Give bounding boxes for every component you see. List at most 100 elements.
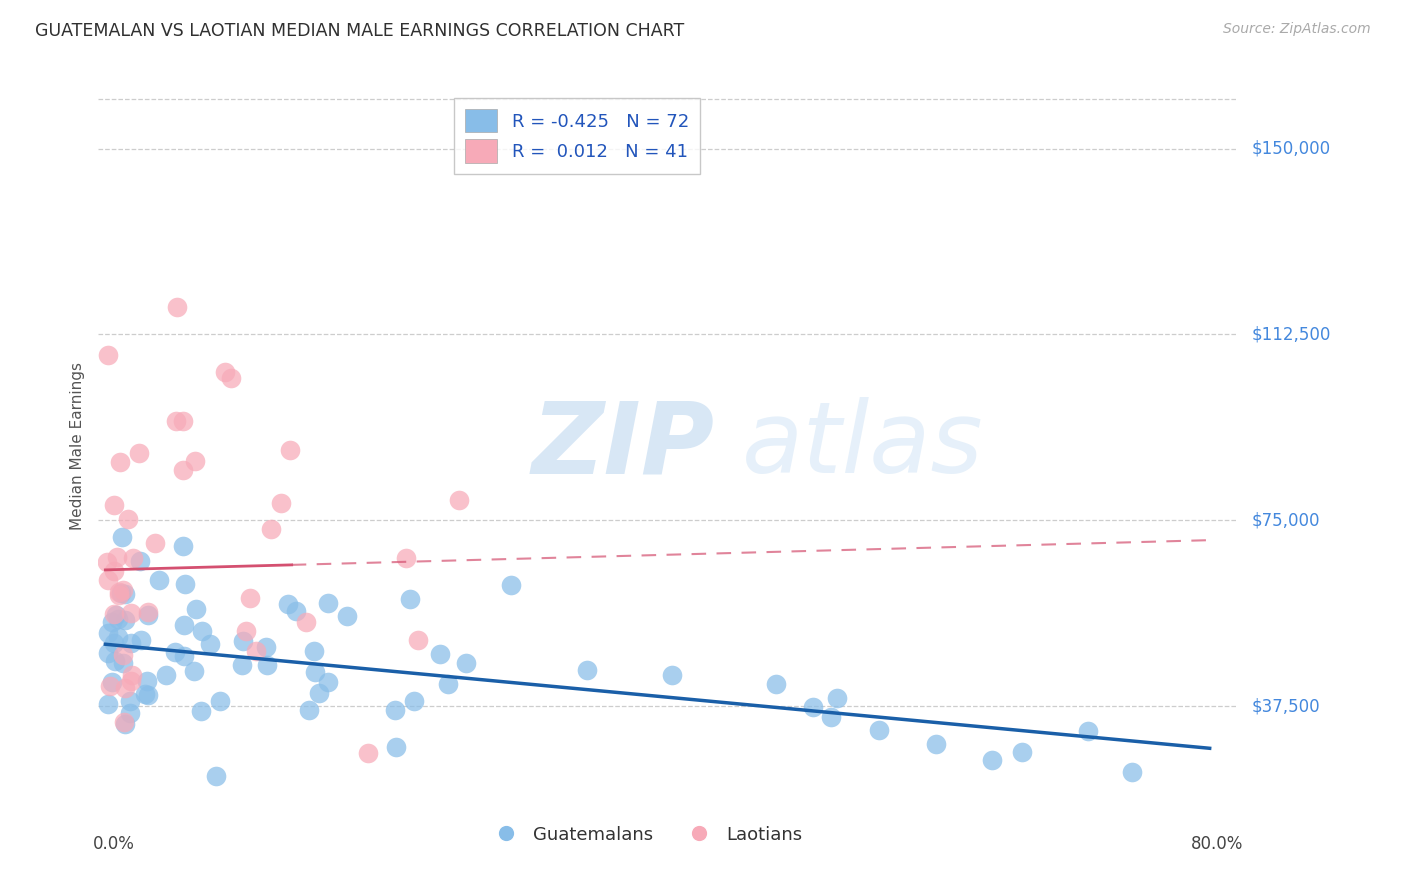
- Point: [117, 512, 139, 526]
- Point: [134, 687, 156, 701]
- Point: [449, 492, 471, 507]
- Point: [103, 607, 125, 622]
- Point: [294, 615, 316, 630]
- Point: [209, 694, 232, 708]
- Point: [97, 573, 120, 587]
- Point: [114, 681, 136, 696]
- Point: [136, 605, 159, 619]
- Point: [105, 607, 128, 622]
- Point: [825, 691, 848, 706]
- Point: [107, 612, 129, 626]
- Point: [121, 667, 143, 681]
- Point: [454, 656, 477, 670]
- Point: [97, 697, 120, 711]
- Point: [122, 551, 145, 566]
- Point: [302, 644, 325, 658]
- Point: [820, 710, 842, 724]
- Point: [148, 574, 170, 588]
- Point: [172, 539, 194, 553]
- Point: [128, 554, 150, 568]
- Text: $150,000: $150,000: [1251, 140, 1330, 158]
- Point: [205, 769, 228, 783]
- Point: [173, 617, 195, 632]
- Point: [1011, 745, 1033, 759]
- Point: [103, 564, 125, 578]
- Point: [112, 656, 135, 670]
- Point: [110, 586, 132, 600]
- Point: [404, 694, 426, 708]
- Point: [128, 445, 150, 459]
- Point: [104, 654, 127, 668]
- Point: [214, 365, 236, 379]
- Point: [1121, 765, 1143, 780]
- Point: [231, 658, 253, 673]
- Point: [277, 597, 299, 611]
- Point: [108, 455, 131, 469]
- Point: [316, 675, 339, 690]
- Point: [270, 496, 292, 510]
- Point: [101, 674, 124, 689]
- Point: [232, 634, 254, 648]
- Point: [336, 609, 359, 624]
- Point: [155, 668, 177, 682]
- Point: [111, 648, 134, 662]
- Point: [112, 582, 135, 597]
- Point: [136, 608, 159, 623]
- Point: [129, 633, 152, 648]
- Text: GUATEMALAN VS LAOTIAN MEDIAN MALE EARNINGS CORRELATION CHART: GUATEMALAN VS LAOTIAN MEDIAN MALE EARNIN…: [35, 22, 685, 40]
- Point: [429, 648, 451, 662]
- Point: [100, 615, 122, 630]
- Text: $112,500: $112,500: [1251, 326, 1330, 343]
- Point: [385, 740, 408, 755]
- Point: [97, 646, 120, 660]
- Point: [103, 636, 125, 650]
- Legend: Guatemalans, Laotians: Guatemalans, Laotians: [481, 819, 808, 851]
- Point: [174, 577, 197, 591]
- Point: [172, 413, 194, 427]
- Y-axis label: Median Male Earnings: Median Male Earnings: [69, 362, 84, 530]
- Point: [186, 601, 208, 615]
- Point: [239, 591, 262, 605]
- Point: [284, 604, 307, 618]
- Point: [801, 700, 824, 714]
- Point: [97, 626, 120, 640]
- Point: [198, 637, 221, 651]
- Point: [868, 723, 890, 737]
- Point: [114, 714, 136, 729]
- Point: [120, 706, 142, 720]
- Text: ZIP: ZIP: [531, 398, 714, 494]
- Point: [406, 633, 429, 648]
- Point: [190, 704, 212, 718]
- Text: $37,500: $37,500: [1251, 698, 1320, 715]
- Point: [260, 522, 283, 536]
- Point: [191, 624, 214, 639]
- Point: [97, 348, 120, 362]
- Point: [166, 300, 188, 314]
- Point: [925, 737, 948, 751]
- Point: [120, 607, 142, 621]
- Point: [499, 578, 522, 592]
- Point: [1077, 724, 1099, 739]
- Point: [184, 454, 207, 468]
- Text: atlas: atlas: [742, 398, 984, 494]
- Point: [114, 613, 136, 627]
- Point: [304, 665, 326, 680]
- Point: [219, 370, 242, 384]
- Point: [172, 463, 194, 477]
- Point: [765, 677, 787, 691]
- Point: [399, 591, 422, 606]
- Point: [108, 585, 131, 599]
- Point: [298, 703, 321, 717]
- Point: [114, 716, 136, 731]
- Point: [254, 640, 277, 654]
- Point: [120, 674, 142, 689]
- Point: [183, 664, 205, 678]
- Point: [245, 644, 267, 658]
- Point: [278, 443, 301, 458]
- Point: [114, 587, 136, 601]
- Point: [103, 499, 125, 513]
- Text: 0.0%: 0.0%: [93, 835, 135, 853]
- Text: $75,000: $75,000: [1251, 511, 1320, 529]
- Point: [436, 677, 458, 691]
- Point: [105, 550, 128, 565]
